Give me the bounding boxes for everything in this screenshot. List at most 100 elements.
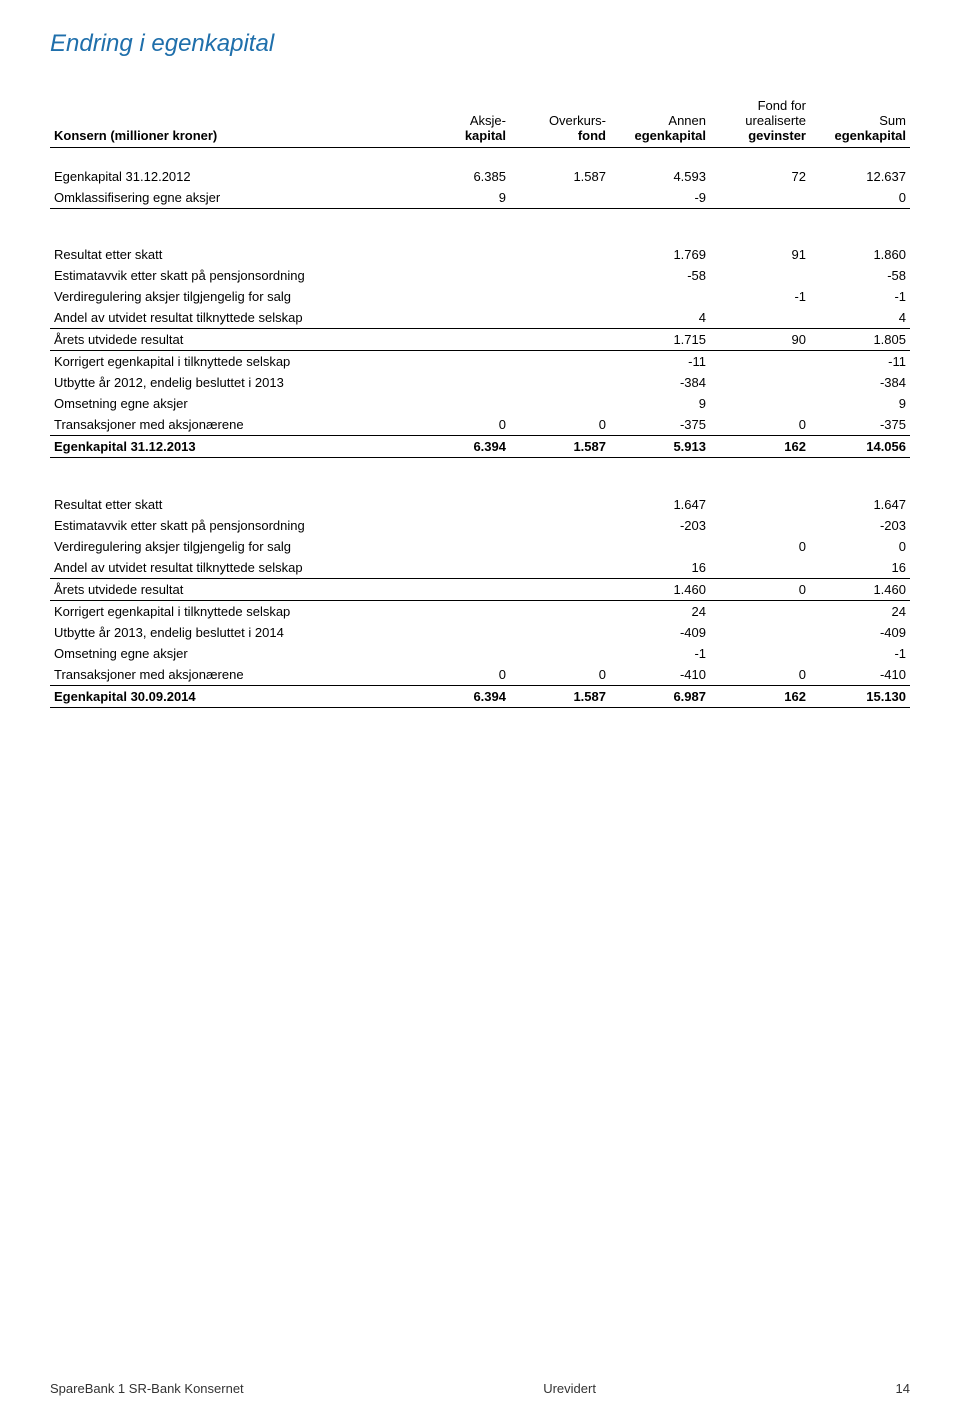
cell: 162 [710, 436, 810, 458]
row-label: Estimatavvik etter skatt på pensjonsordn… [50, 265, 410, 286]
table-row: Omsetning egne aksjer -1 -1 [50, 643, 910, 664]
cell: 0 [710, 536, 810, 557]
page-footer: SpareBank 1 SR-Bank Konsernet Urevidert … [50, 1381, 910, 1396]
cell: 6.987 [610, 685, 710, 707]
cell: 24 [810, 600, 910, 622]
col1-header-top: Aksje- [410, 113, 510, 128]
table-row: Transaksjoner med aksjonærene 0 0 -410 0… [50, 664, 910, 686]
cell: 72 [710, 166, 810, 187]
cell: 9 [810, 393, 910, 414]
page-title: Endring i egenkapital [50, 30, 910, 58]
cell: 24 [610, 600, 710, 622]
cell: -375 [610, 414, 710, 436]
table-row: Egenkapital 30.09.2014 6.394 1.587 6.987… [50, 685, 910, 707]
cell: 0 [810, 536, 910, 557]
cell: -410 [610, 664, 710, 686]
table-row: Årets utvidede resultat 1.460 0 1.460 [50, 578, 910, 600]
table-row: Årets utvidede resultat 1.715 90 1.805 [50, 329, 910, 351]
row-label: Andel av utvidet resultat tilknyttede se… [50, 307, 410, 329]
cell: 162 [710, 685, 810, 707]
cell: 0 [810, 187, 910, 209]
row-label: Transaksjoner med aksjonærene [50, 414, 410, 436]
row-label: Utbytte år 2013, endelig besluttet i 201… [50, 622, 410, 643]
row-label: Årets utvidede resultat [50, 578, 410, 600]
row-label: Årets utvidede resultat [50, 329, 410, 351]
cell: 0 [510, 414, 610, 436]
cell: 9 [410, 187, 510, 209]
cell: 0 [710, 578, 810, 600]
col4-header: gevinster [710, 128, 810, 148]
cell: 0 [510, 664, 610, 686]
cell: 6.394 [410, 685, 510, 707]
table-row: Resultat etter skatt 1.647 1.647 [50, 494, 910, 515]
header-row-1: Fond for [50, 98, 910, 113]
cell: 0 [410, 414, 510, 436]
col4-header-top: Fond for [710, 98, 810, 113]
cell: 1.805 [810, 329, 910, 351]
row-label: Verdiregulering aksjer tilgjengelig for … [50, 536, 410, 557]
cell: 1.460 [610, 578, 710, 600]
row-label: Utbytte år 2012, endelig besluttet i 201… [50, 372, 410, 393]
header-row-2: Konsern (millioner kroner) kapital fond … [50, 128, 910, 148]
table-row: Korrigert egenkapital i tilknyttede sels… [50, 600, 910, 622]
cell: 0 [710, 664, 810, 686]
row-label: Andel av utvidet resultat tilknyttede se… [50, 557, 410, 579]
table-row: Omklassifisering egne aksjer 9 -9 0 [50, 187, 910, 209]
cell: 15.130 [810, 685, 910, 707]
cell: 6.385 [410, 166, 510, 187]
cell: -1 [810, 643, 910, 664]
row-label: Estimatavvik etter skatt på pensjonsordn… [50, 515, 410, 536]
cell: 9 [610, 393, 710, 414]
table-row: Egenkapital 31.12.2013 6.394 1.587 5.913… [50, 436, 910, 458]
table-row: Transaksjoner med aksjonærene 0 0 -375 0… [50, 414, 910, 436]
cell: 1.769 [610, 244, 710, 265]
cell: -203 [810, 515, 910, 536]
cell: 1.587 [510, 166, 610, 187]
table-row: Korrigert egenkapital i tilknyttede sels… [50, 351, 910, 373]
cell: 1.860 [810, 244, 910, 265]
cell: 1.587 [510, 685, 610, 707]
cell: 14.056 [810, 436, 910, 458]
cell: -1 [810, 286, 910, 307]
cell: -375 [810, 414, 910, 436]
table-row: Verdiregulering aksjer tilgjengelig for … [50, 536, 910, 557]
cell: 12.637 [810, 166, 910, 187]
cell: 1.587 [510, 436, 610, 458]
cell: -203 [610, 515, 710, 536]
cell: 4 [610, 307, 710, 329]
row-label: Korrigert egenkapital i tilknyttede sels… [50, 351, 410, 373]
cell: 6.394 [410, 436, 510, 458]
col5-header-top: Sum [810, 113, 910, 128]
cell: 91 [710, 244, 810, 265]
col3-header-top: Annen [610, 113, 710, 128]
cell: 0 [710, 414, 810, 436]
cell: 1.647 [610, 494, 710, 515]
cell: 1.460 [810, 578, 910, 600]
cell: -11 [610, 351, 710, 373]
row-label: Omsetning egne aksjer [50, 643, 410, 664]
col4-header-mid: urealiserte [710, 113, 810, 128]
equity-table: Fond for Aksje- Overkurs- Annen urealise… [50, 98, 910, 708]
footer-page-number: 14 [896, 1381, 910, 1396]
cell: 16 [610, 557, 710, 579]
cell: 1.715 [610, 329, 710, 351]
row-label: Resultat etter skatt [50, 244, 410, 265]
cell: -11 [810, 351, 910, 373]
cell: -410 [810, 664, 910, 686]
cell: -58 [810, 265, 910, 286]
cell: -384 [810, 372, 910, 393]
row-label: Transaksjoner med aksjonærene [50, 664, 410, 686]
table-row: Egenkapital 31.12.2012 6.385 1.587 4.593… [50, 166, 910, 187]
cell: -409 [610, 622, 710, 643]
cell: 0 [410, 664, 510, 686]
col5-header: egenkapital [810, 128, 910, 148]
cell: 90 [710, 329, 810, 351]
cell: -1 [610, 643, 710, 664]
header-row-1b: Aksje- Overkurs- Annen urealiserte Sum [50, 113, 910, 128]
cell: 4 [810, 307, 910, 329]
table-row: Utbytte år 2012, endelig besluttet i 201… [50, 372, 910, 393]
table-row: Andel av utvidet resultat tilknyttede se… [50, 307, 910, 329]
table-row: Estimatavvik etter skatt på pensjonsordn… [50, 515, 910, 536]
row-label: Resultat etter skatt [50, 494, 410, 515]
col2-header-top: Overkurs- [510, 113, 610, 128]
